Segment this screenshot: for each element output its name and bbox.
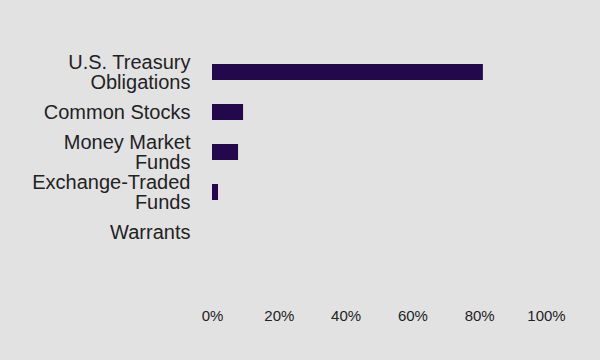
svg-text:Warrants: Warrants [110,221,190,243]
svg-text:80%: 80% [465,307,495,324]
svg-text:20%: 20% [264,307,294,324]
svg-text:Money MarketFunds: Money MarketFunds [64,131,191,173]
svg-text:100%: 100% [527,307,565,324]
svg-text:0%: 0% [202,307,224,324]
svg-text:40%: 40% [331,307,361,324]
svg-text:U.S. TreasuryObligations: U.S. TreasuryObligations [68,51,190,93]
svg-text:60%: 60% [398,307,428,324]
svg-text:Common Stocks: Common Stocks [44,101,191,123]
svg-text:Exchange-TradedFunds: Exchange-TradedFunds [32,171,190,213]
